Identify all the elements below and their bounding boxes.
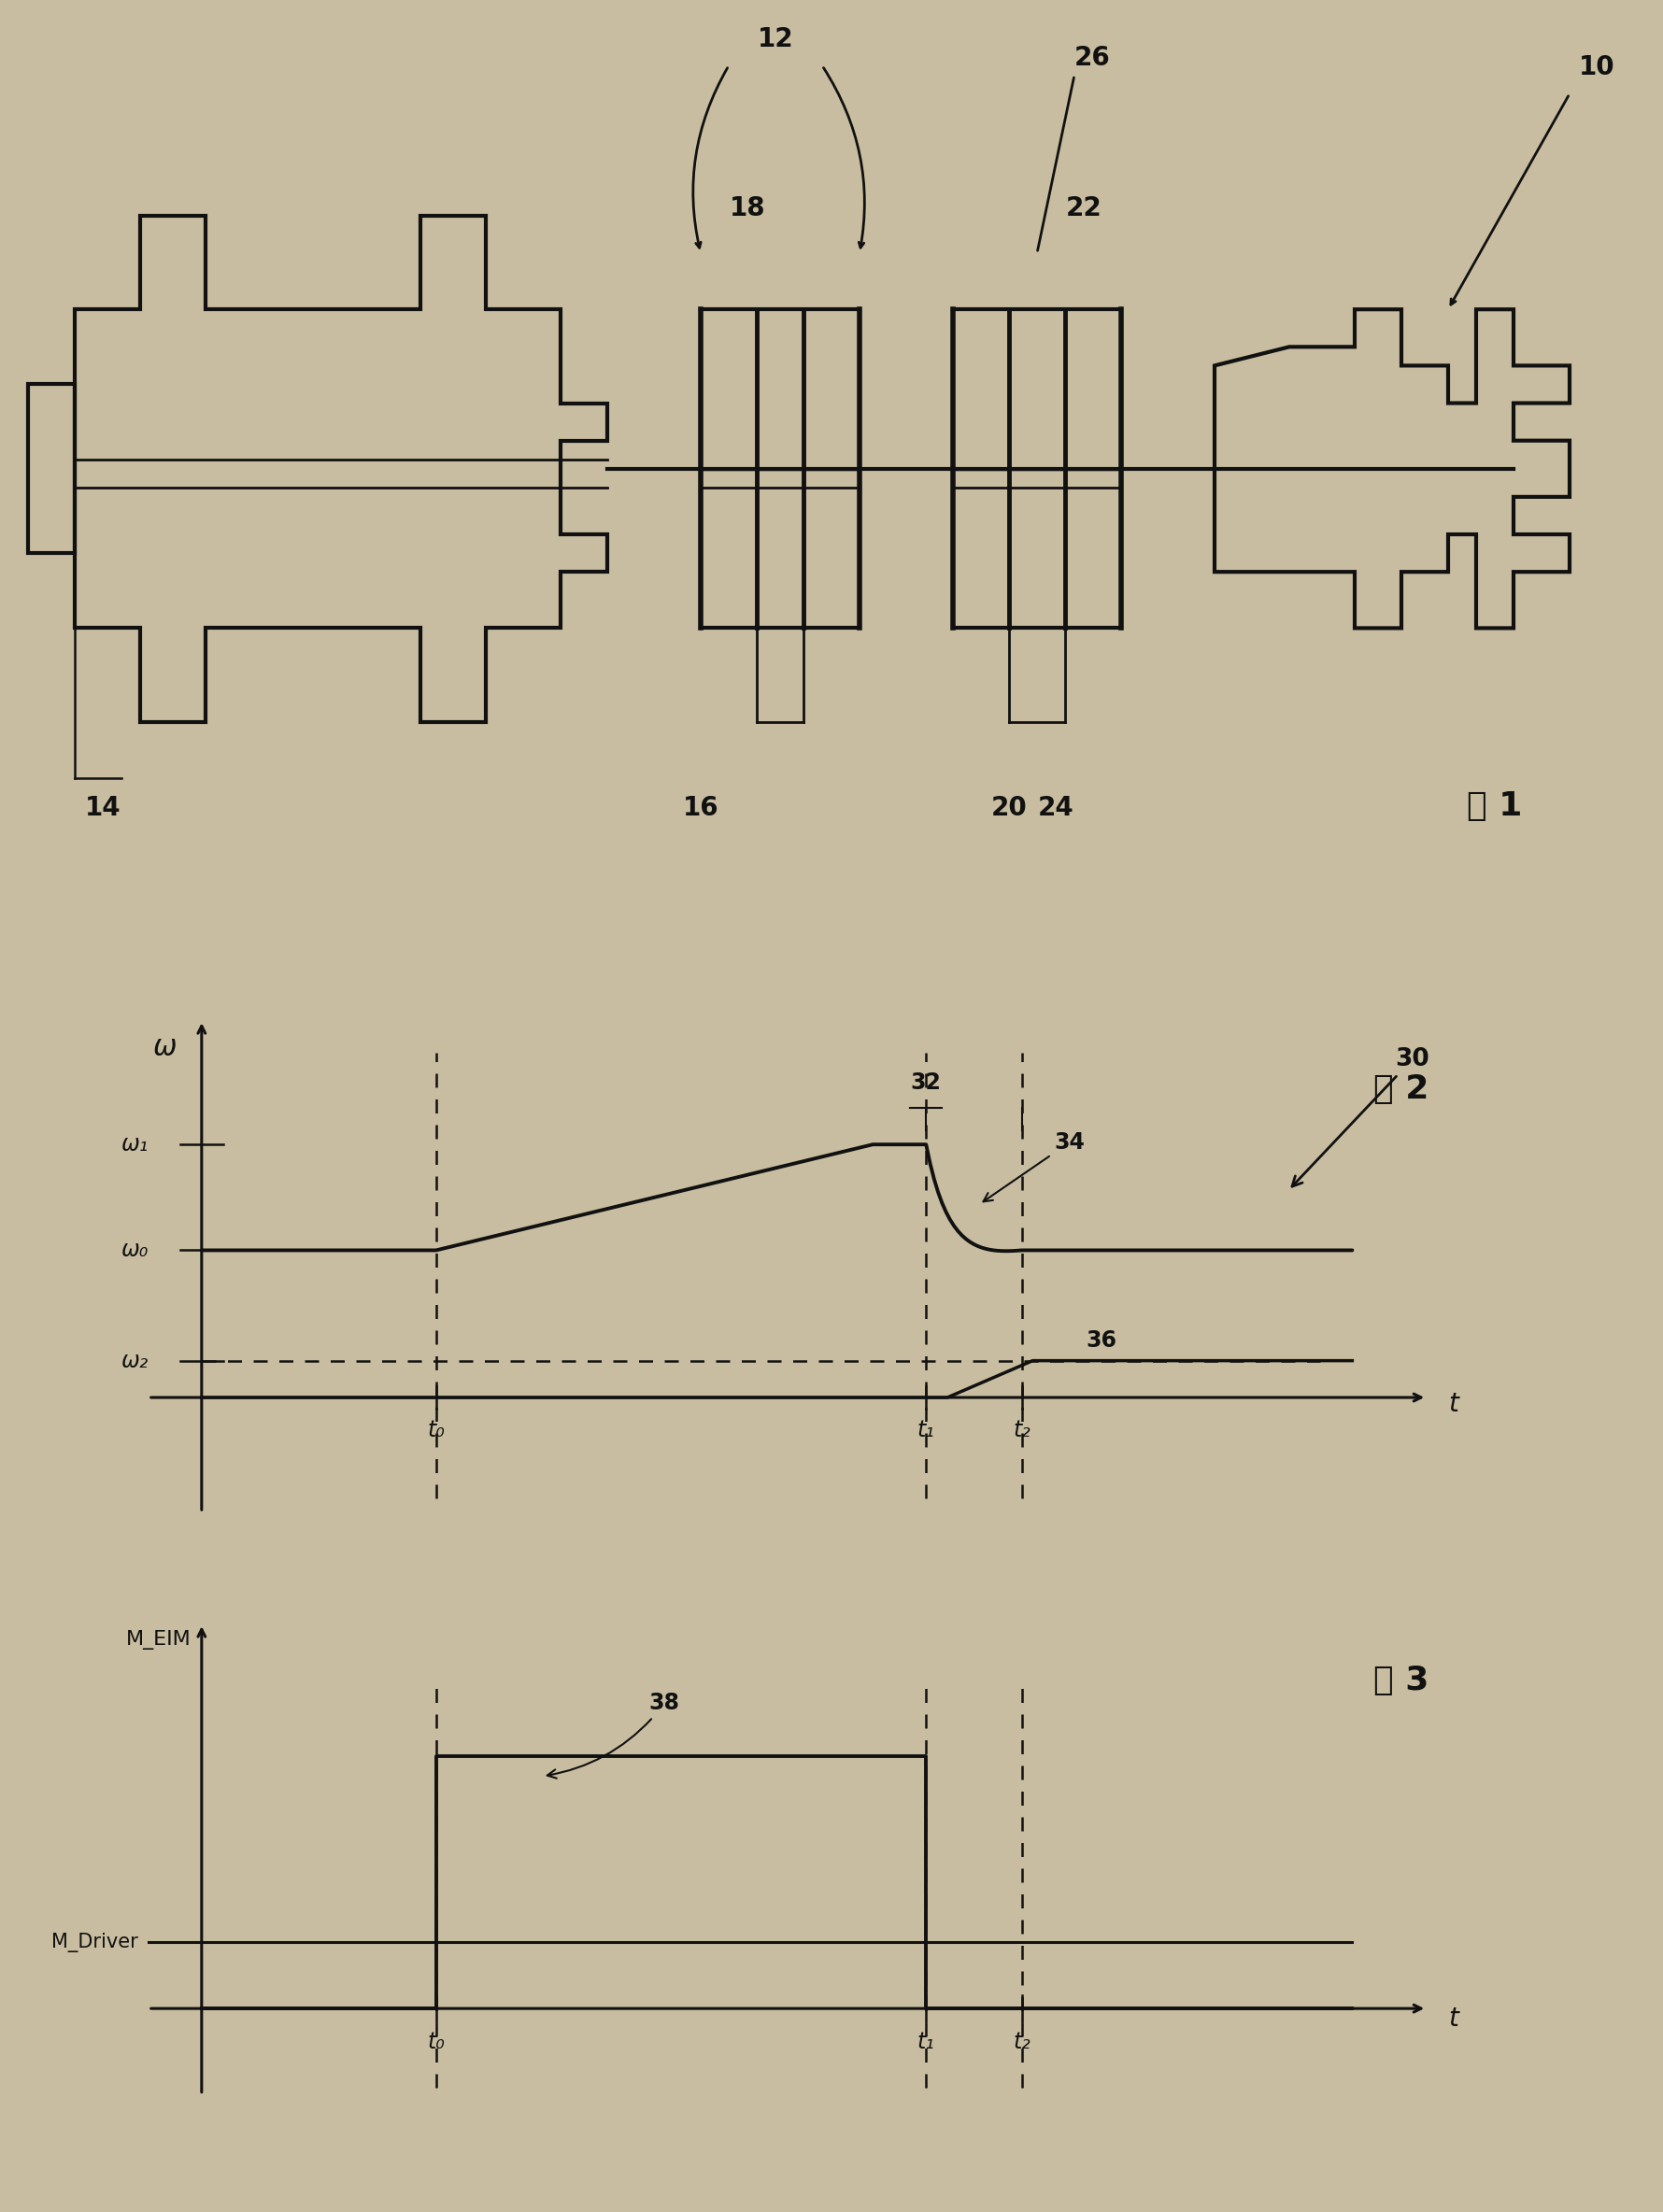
Text: 32: 32 <box>911 1071 941 1095</box>
Text: 图 2: 图 2 <box>1374 1073 1429 1106</box>
Text: 14: 14 <box>85 794 121 821</box>
Text: 34: 34 <box>983 1130 1084 1201</box>
Text: ω₂: ω₂ <box>121 1349 148 1371</box>
Text: ω₁: ω₁ <box>121 1133 148 1155</box>
Text: t₀: t₀ <box>427 1418 444 1442</box>
Text: t₂: t₂ <box>1013 1418 1031 1442</box>
Text: t: t <box>1448 1391 1458 1418</box>
Text: 18: 18 <box>730 195 765 221</box>
Text: t₁: t₁ <box>918 1418 935 1442</box>
Text: 30: 30 <box>1292 1048 1429 1186</box>
Text: M_EIM: M_EIM <box>126 1630 191 1650</box>
Text: 22: 22 <box>1066 195 1103 221</box>
Text: ω: ω <box>153 1033 176 1062</box>
Text: t₂: t₂ <box>1013 2031 1031 2053</box>
Text: 10: 10 <box>1578 55 1615 80</box>
Text: 16: 16 <box>682 794 718 821</box>
Text: 图 1: 图 1 <box>1467 790 1523 823</box>
Text: 12: 12 <box>757 27 793 53</box>
Text: t₀: t₀ <box>427 2031 444 2053</box>
Text: t: t <box>1448 2006 1458 2031</box>
Text: 图 3: 图 3 <box>1374 1666 1429 1697</box>
Text: ω₀: ω₀ <box>121 1239 148 1261</box>
Text: 38: 38 <box>547 1692 680 1778</box>
Text: t₁: t₁ <box>918 2031 935 2053</box>
Text: 20: 20 <box>991 794 1028 821</box>
Text: 24: 24 <box>1038 794 1074 821</box>
Text: M_Driver: M_Driver <box>52 1933 138 1951</box>
Text: 26: 26 <box>1074 44 1111 71</box>
Text: 36: 36 <box>1086 1329 1118 1352</box>
